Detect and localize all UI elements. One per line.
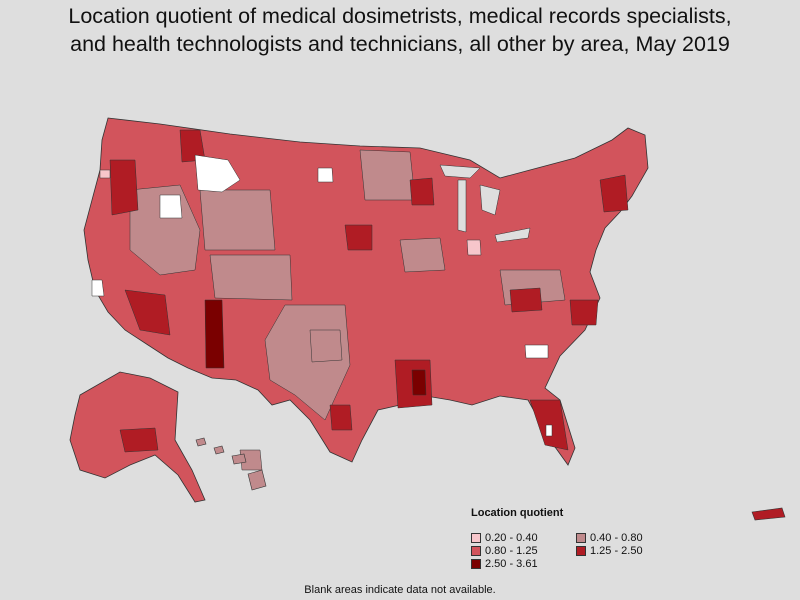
legend-swatch: [471, 533, 481, 543]
legend-item-0-20-0-40: 0.20 - 0.40: [471, 532, 538, 544]
legend-label: 0.80 - 1.25: [485, 545, 538, 557]
legend-label: 1.25 - 2.50: [590, 545, 643, 557]
map-title: Location quotient of medical dosimetrist…: [0, 2, 800, 58]
legend: Location quotient 0.20 - 0.40 0.40 - 0.8…: [471, 507, 671, 577]
legend-title: Location quotient: [471, 507, 564, 519]
legend-item-2-50-3-61: 2.50 - 3.61: [471, 558, 538, 570]
legend-item-1-25-2-50: 1.25 - 2.50: [576, 545, 643, 557]
legend-swatch: [576, 533, 586, 543]
legend-label: 0.20 - 0.40: [485, 532, 538, 544]
footnote: Blank areas indicate data not available.: [304, 584, 496, 596]
title-line-1: Location quotient of medical dosimetrist…: [68, 4, 732, 28]
title-line-2: and health technologists and technicians…: [70, 32, 730, 56]
legend-swatch: [576, 546, 586, 556]
region-overlays: [91, 129, 629, 471]
legend-swatch: [471, 546, 481, 556]
legend-swatch: [471, 559, 481, 569]
hawaii-region: [195, 437, 267, 491]
legend-item-0-80-1-25: 0.80 - 1.25: [471, 545, 538, 557]
alaska-region-south: [119, 427, 159, 453]
legend-item-0-40-0-80: 0.40 - 0.80: [576, 532, 643, 544]
great-lakes: [439, 164, 531, 243]
puerto-rico-region: [751, 507, 786, 521]
legend-label: 2.50 - 3.61: [485, 558, 538, 570]
legend-label: 0.40 - 0.80: [590, 532, 643, 544]
